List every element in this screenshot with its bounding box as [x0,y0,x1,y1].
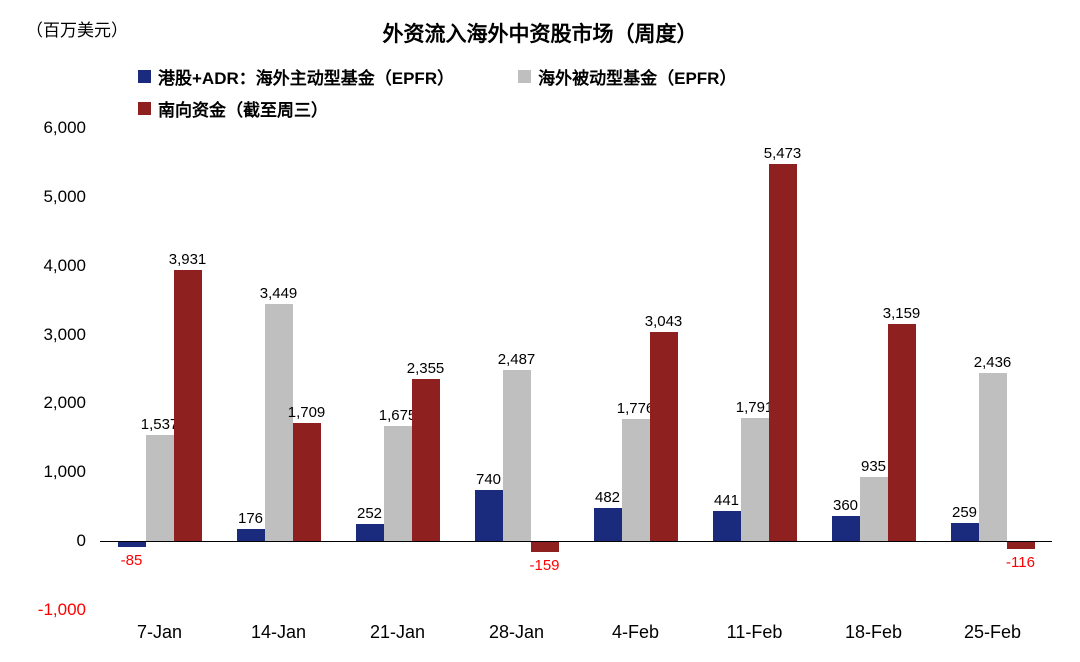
bar [236,529,265,542]
bar [859,476,888,542]
bar-value-label: 441 [713,491,740,509]
axis-unit-label: （百万美元） [26,21,128,40]
bar-value-label: -85 [120,551,143,569]
bar-value-label: 1,776 [616,399,655,417]
bar [264,303,293,542]
legend-item: 海外被动型基金（EPFR） [518,64,736,89]
bar-value-label: 5,473 [763,145,802,163]
bar [383,425,412,542]
x-tick-label: 14-Jan [250,622,307,642]
bar-value-label: 935 [860,457,887,475]
y-tick-label: 3,000 [43,324,86,344]
x-tick-label: 11-Feb [726,622,783,642]
bar-value-label: -159 [529,557,560,575]
legend-label: 海外被动型基金（EPFR） [538,69,737,88]
bar [502,369,531,542]
chart-title: 外资流入海外中资股市场（周度） [382,23,698,46]
bar-value-label: 1,537 [140,416,179,434]
x-tick-label: 28-Jan [488,622,545,642]
bar-value-label: 3,931 [168,251,207,269]
bar [474,490,503,542]
x-tick-label: 18-Feb [844,622,903,642]
legend: 港股+ADR：海外主动型基金（EPFR） 海外被动型基金（EPFR） 南向资金（截至… [138,64,736,121]
y-tick-label: -1,000 [37,600,86,619]
bar [887,323,916,542]
x-tick-label: 25-Feb [963,622,1022,642]
bar [768,164,797,542]
bar [649,331,678,542]
legend-row: 南向资金（截至周三） [138,96,736,121]
legend-item: 港股+ADR：海外主动型基金（EPFR） [138,64,454,89]
bar-value-label: 1,709 [287,404,326,422]
x-tick-label: 21-Jan [369,622,426,642]
bar-value-label: 1,791 [735,398,774,416]
bar-value-label: 3,043 [644,312,683,330]
bar [117,541,146,547]
bar [145,435,174,542]
bar-value-label: 3,159 [882,304,921,322]
legend-label: 港股+ADR：海外主动型基金（EPFR） [158,69,455,88]
bar [411,378,440,542]
legend-row: 港股+ADR：海外主动型基金（EPFR） 海外被动型基金（EPFR） [138,64,736,89]
bar [950,523,979,542]
legend-swatch-icon [138,70,151,83]
bar-value-label: 2,487 [497,350,536,368]
bar [1006,541,1035,550]
zero-axis-line [100,541,1052,543]
bar-value-label: 176 [237,510,264,528]
x-tick-label: 4-Feb [611,622,660,642]
bar-value-label: 2,436 [973,354,1012,372]
y-tick-label: 6,000 [43,118,86,137]
x-tick-label: 7-Jan [136,622,183,642]
bar [173,270,202,542]
bar-value-label: 2,355 [406,359,445,377]
bar-value-label: 360 [832,497,859,515]
bar-value-label: 482 [594,488,621,506]
legend-label: 南向资金（截至周三） [158,101,328,120]
bar [355,523,384,542]
bar [978,373,1007,542]
bar [712,510,741,542]
legend-item: 南向资金（截至周三） [138,96,328,121]
bar-value-label: -116 [1006,554,1035,572]
bar-value-label: 252 [356,504,383,522]
bar-value-label: 3,449 [259,284,298,302]
bar-value-label: 1,675 [378,406,417,424]
bar [621,418,650,542]
legend-swatch-icon [518,70,532,83]
plot-area: -85 176 252 740 482 441 360 259 1,537 3,449 1,675 2… [100,128,1052,610]
bar-value-label: 740 [475,471,502,489]
y-tick-label: 5,000 [43,186,86,206]
bar [530,541,559,553]
bar [740,417,769,542]
y-tick-label: 4,000 [43,255,86,275]
bar [593,507,622,542]
legend-swatch-icon [138,102,151,115]
bar [831,516,860,542]
y-tick-label: 1,000 [43,462,86,482]
bar-value-label: 259 [951,504,978,522]
y-tick-label: 2,000 [43,393,86,413]
y-tick-label: 0 [76,531,86,551]
bar [292,423,321,542]
